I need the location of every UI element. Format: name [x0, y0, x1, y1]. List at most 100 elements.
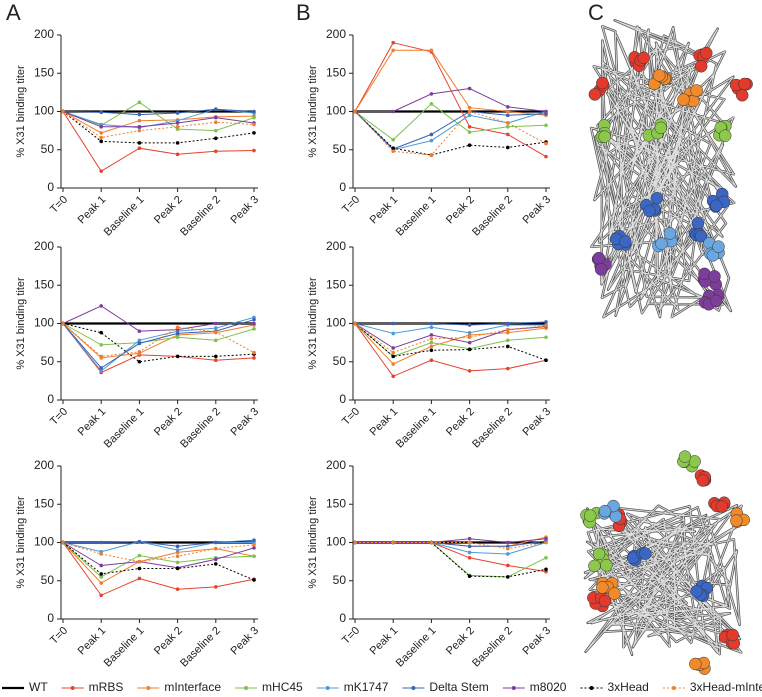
point — [429, 333, 434, 337]
y-axis-label: % X31 binding titer — [307, 277, 319, 370]
x-tick-label: Peak 1 — [76, 194, 109, 227]
point — [391, 350, 396, 355]
legend-label: m8020 — [530, 680, 567, 694]
point — [429, 153, 434, 157]
point — [252, 542, 256, 547]
x-tick-label: Peak 2 — [152, 406, 185, 439]
series-line — [62, 323, 255, 346]
point — [99, 125, 103, 129]
point — [214, 540, 218, 545]
series-line — [62, 323, 255, 374]
point — [467, 556, 472, 560]
point — [137, 338, 142, 343]
series-line — [62, 111, 255, 172]
point — [137, 118, 142, 123]
residue — [596, 581, 609, 594]
x-tick-label: Baseline 1 — [394, 194, 439, 239]
legend-label: 3xHead-mInterface — [690, 680, 762, 694]
point — [467, 335, 472, 340]
point — [391, 146, 396, 151]
residue — [588, 88, 602, 101]
x-tick-label: Baseline 1 — [102, 625, 147, 670]
point — [99, 366, 103, 370]
residue — [654, 121, 668, 135]
y-tick-label: 100 — [34, 316, 54, 330]
y-tick-label: 0 — [47, 611, 54, 625]
residue — [694, 59, 708, 73]
point — [467, 125, 472, 129]
point — [214, 128, 218, 133]
point — [467, 86, 472, 91]
series-line — [354, 111, 547, 151]
point — [467, 109, 472, 114]
y-tick-label: 50 — [41, 573, 55, 587]
point — [137, 559, 142, 564]
y-tick-label: 200 — [326, 458, 346, 472]
series-line — [354, 323, 547, 361]
residue — [710, 199, 723, 212]
point — [429, 321, 434, 326]
residue — [730, 514, 743, 527]
point — [544, 123, 548, 128]
series-line — [62, 542, 255, 584]
point — [99, 572, 103, 576]
series-line — [354, 323, 547, 365]
y-tick-label: 150 — [326, 277, 346, 291]
point — [252, 327, 256, 331]
chart: 0 50 100 150 200 % X31 binding titer T=0 Peak 1… — [15, 27, 261, 238]
point — [175, 152, 180, 157]
point — [99, 593, 103, 598]
residue — [600, 559, 613, 572]
residue — [650, 191, 664, 205]
residue — [643, 204, 656, 218]
point — [467, 347, 472, 352]
x-tick-label: Baseline 1 — [102, 194, 147, 239]
point — [544, 141, 548, 146]
x-tick-label: T=0 — [340, 406, 362, 428]
panel-label: C — [588, 0, 604, 25]
point — [467, 323, 472, 327]
x-tick-label: Peak 1 — [368, 625, 401, 658]
x-tick-label: Peak 2 — [444, 625, 477, 658]
point — [175, 566, 180, 571]
point — [99, 575, 103, 579]
legend-label: mRBS — [89, 680, 124, 694]
point — [429, 138, 434, 143]
y-tick-label: 100 — [326, 316, 346, 330]
x-tick-label: Peak 3 — [228, 406, 261, 439]
point — [467, 574, 472, 578]
x-tick-label: Peak 2 — [152, 625, 185, 658]
point — [506, 552, 510, 556]
series-line — [354, 323, 547, 354]
point — [544, 358, 548, 363]
point — [467, 130, 472, 134]
legend-marker — [146, 686, 151, 690]
point — [467, 536, 472, 541]
point — [99, 563, 103, 568]
point — [214, 330, 218, 334]
point — [506, 366, 510, 371]
point — [252, 148, 256, 153]
point — [99, 135, 103, 140]
point — [214, 120, 218, 125]
legend-label: WT — [29, 680, 48, 694]
point — [467, 340, 472, 345]
point — [429, 102, 434, 106]
point — [214, 115, 218, 120]
series-line — [62, 323, 255, 359]
series-line — [62, 323, 255, 363]
point — [429, 132, 434, 137]
point — [252, 554, 256, 559]
y-tick-label: 200 — [326, 239, 346, 253]
series-line — [62, 111, 255, 128]
residue — [689, 657, 702, 671]
residue — [609, 510, 623, 523]
series-line — [62, 111, 255, 134]
x-tick-label: Baseline 1 — [102, 406, 147, 451]
legend-marker — [325, 686, 330, 690]
residue — [710, 294, 723, 308]
series-line — [355, 538, 547, 544]
point — [175, 111, 180, 115]
point — [391, 48, 396, 53]
residue — [608, 587, 621, 600]
